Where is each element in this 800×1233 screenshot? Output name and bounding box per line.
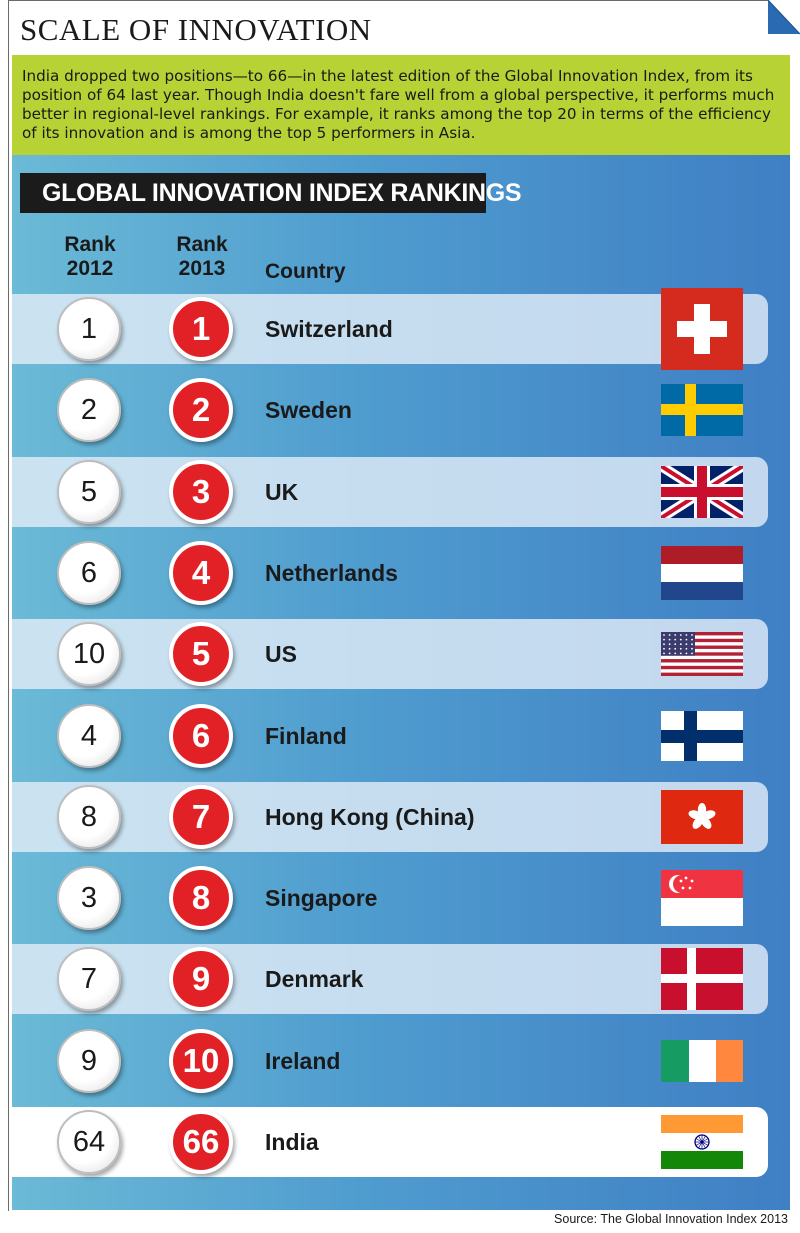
rank-2012-circle: 6 <box>57 541 121 605</box>
rank-2013-value: 6 <box>191 717 211 754</box>
rank-2013-value: 66 <box>182 1123 220 1160</box>
rank-2012-value: 7 <box>80 962 98 995</box>
rank-2012-circle: 9 <box>57 1029 121 1093</box>
rank-2012-value: 2 <box>80 393 98 426</box>
rank-2012-value: 5 <box>80 475 98 508</box>
rank-2012-circle: 64 <box>57 1110 121 1174</box>
rank-2013-circle: 9 <box>169 947 233 1011</box>
country-name: Denmark <box>265 966 364 992</box>
column-header-country: Country <box>265 260 346 283</box>
rank-2013-circle: 7 <box>169 785 233 849</box>
rank-2013-value: 10 <box>182 1042 220 1079</box>
rankings-banner: GLOBAL INNOVATION INDEX RANKINGS <box>20 173 522 213</box>
rank-2013-circle: 2 <box>169 378 233 442</box>
rank-2012-value: 8 <box>80 800 98 833</box>
rank-2013-value: 2 <box>191 391 211 428</box>
rank-2012-value: 4 <box>80 719 98 752</box>
country-name: UK <box>265 479 299 505</box>
rank-2012-circle: 1 <box>57 297 121 361</box>
country-name: Hong Kong (China) <box>265 804 475 830</box>
finland-flag-icon <box>661 711 743 761</box>
rank-2013-circle: 66 <box>169 1110 233 1174</box>
rank-2013-circle: 5 <box>169 622 233 686</box>
rank-2013-value: 4 <box>191 554 211 591</box>
rank-2013-circle: 4 <box>169 541 233 605</box>
rank-2012-circle: 7 <box>57 947 121 1011</box>
rank-2012-value: 9 <box>80 1044 98 1077</box>
rank-2012-circle: 2 <box>57 378 121 442</box>
country-name: Ireland <box>265 1048 341 1074</box>
rank-2012-circle: 3 <box>57 866 121 930</box>
table-row-band <box>12 457 768 527</box>
column-header-rank-2013: Rank 2013 <box>176 233 228 280</box>
rank-2012-circle: 5 <box>57 460 121 524</box>
rank-2012-value: 64 <box>72 1125 106 1158</box>
page-title: SCALE OF INNOVATION <box>20 12 372 47</box>
table-row-band <box>12 619 768 689</box>
page-corner-icon <box>767 0 800 35</box>
rank-2012-circle: 8 <box>57 785 121 849</box>
country-name: Sweden <box>265 397 352 423</box>
country-name: Switzerland <box>265 316 393 342</box>
india-flag-icon <box>661 1115 743 1169</box>
netherlands-flag-icon <box>661 546 743 600</box>
denmark-flag-icon <box>661 948 743 1010</box>
intro-text: India dropped two positions—to 66—in the… <box>12 55 790 155</box>
rank-2013-value: 7 <box>191 798 211 835</box>
rank-2013-value: 8 <box>191 879 211 916</box>
singapore-flag-icon <box>661 870 743 926</box>
rank-2013-value: 1 <box>191 310 211 347</box>
hong-kong-flag-icon <box>661 790 743 844</box>
us-flag-icon <box>661 632 743 676</box>
page-frame <box>8 0 800 1211</box>
rank-2013-circle: 1 <box>169 297 233 361</box>
sweden-flag-icon <box>661 384 743 436</box>
rank-2012-value: 10 <box>72 637 106 670</box>
table-row-band <box>12 782 768 852</box>
rank-2012-circle: 10 <box>57 622 121 686</box>
switzerland-flag-icon <box>661 288 743 370</box>
rank-2013-circle: 3 <box>169 460 233 524</box>
rankings-panel: GLOBAL INNOVATION INDEX RANKINGS Rank 20… <box>12 155 790 1210</box>
rank-2013-circle: 8 <box>169 866 233 930</box>
rank-2012-value: 6 <box>80 556 98 589</box>
table-row-band <box>12 294 768 364</box>
rank-2013-value: 3 <box>191 473 211 510</box>
table-row-band <box>12 944 768 1014</box>
source-note: Source: The Global Innovation Index 2013 <box>554 1212 788 1226</box>
rank-2013-value: 5 <box>191 635 211 672</box>
country-name: US <box>265 641 297 667</box>
country-name: Netherlands <box>265 560 398 586</box>
country-name: India <box>265 1129 319 1155</box>
uk-flag-icon <box>658 461 746 523</box>
rank-2013-circle: 6 <box>169 704 233 768</box>
ireland-flag-icon <box>661 1040 743 1082</box>
country-name: Finland <box>265 723 347 749</box>
rank-2012-value: 1 <box>80 312 98 345</box>
country-name: Singapore <box>265 885 378 911</box>
rank-2013-circle: 10 <box>169 1029 233 1093</box>
table-row-band <box>12 1107 768 1177</box>
rank-2012-value: 3 <box>80 881 98 914</box>
rank-2013-value: 9 <box>191 960 211 997</box>
rank-2012-circle: 4 <box>57 704 121 768</box>
column-header-rank-2012: Rank 2012 <box>64 233 116 280</box>
